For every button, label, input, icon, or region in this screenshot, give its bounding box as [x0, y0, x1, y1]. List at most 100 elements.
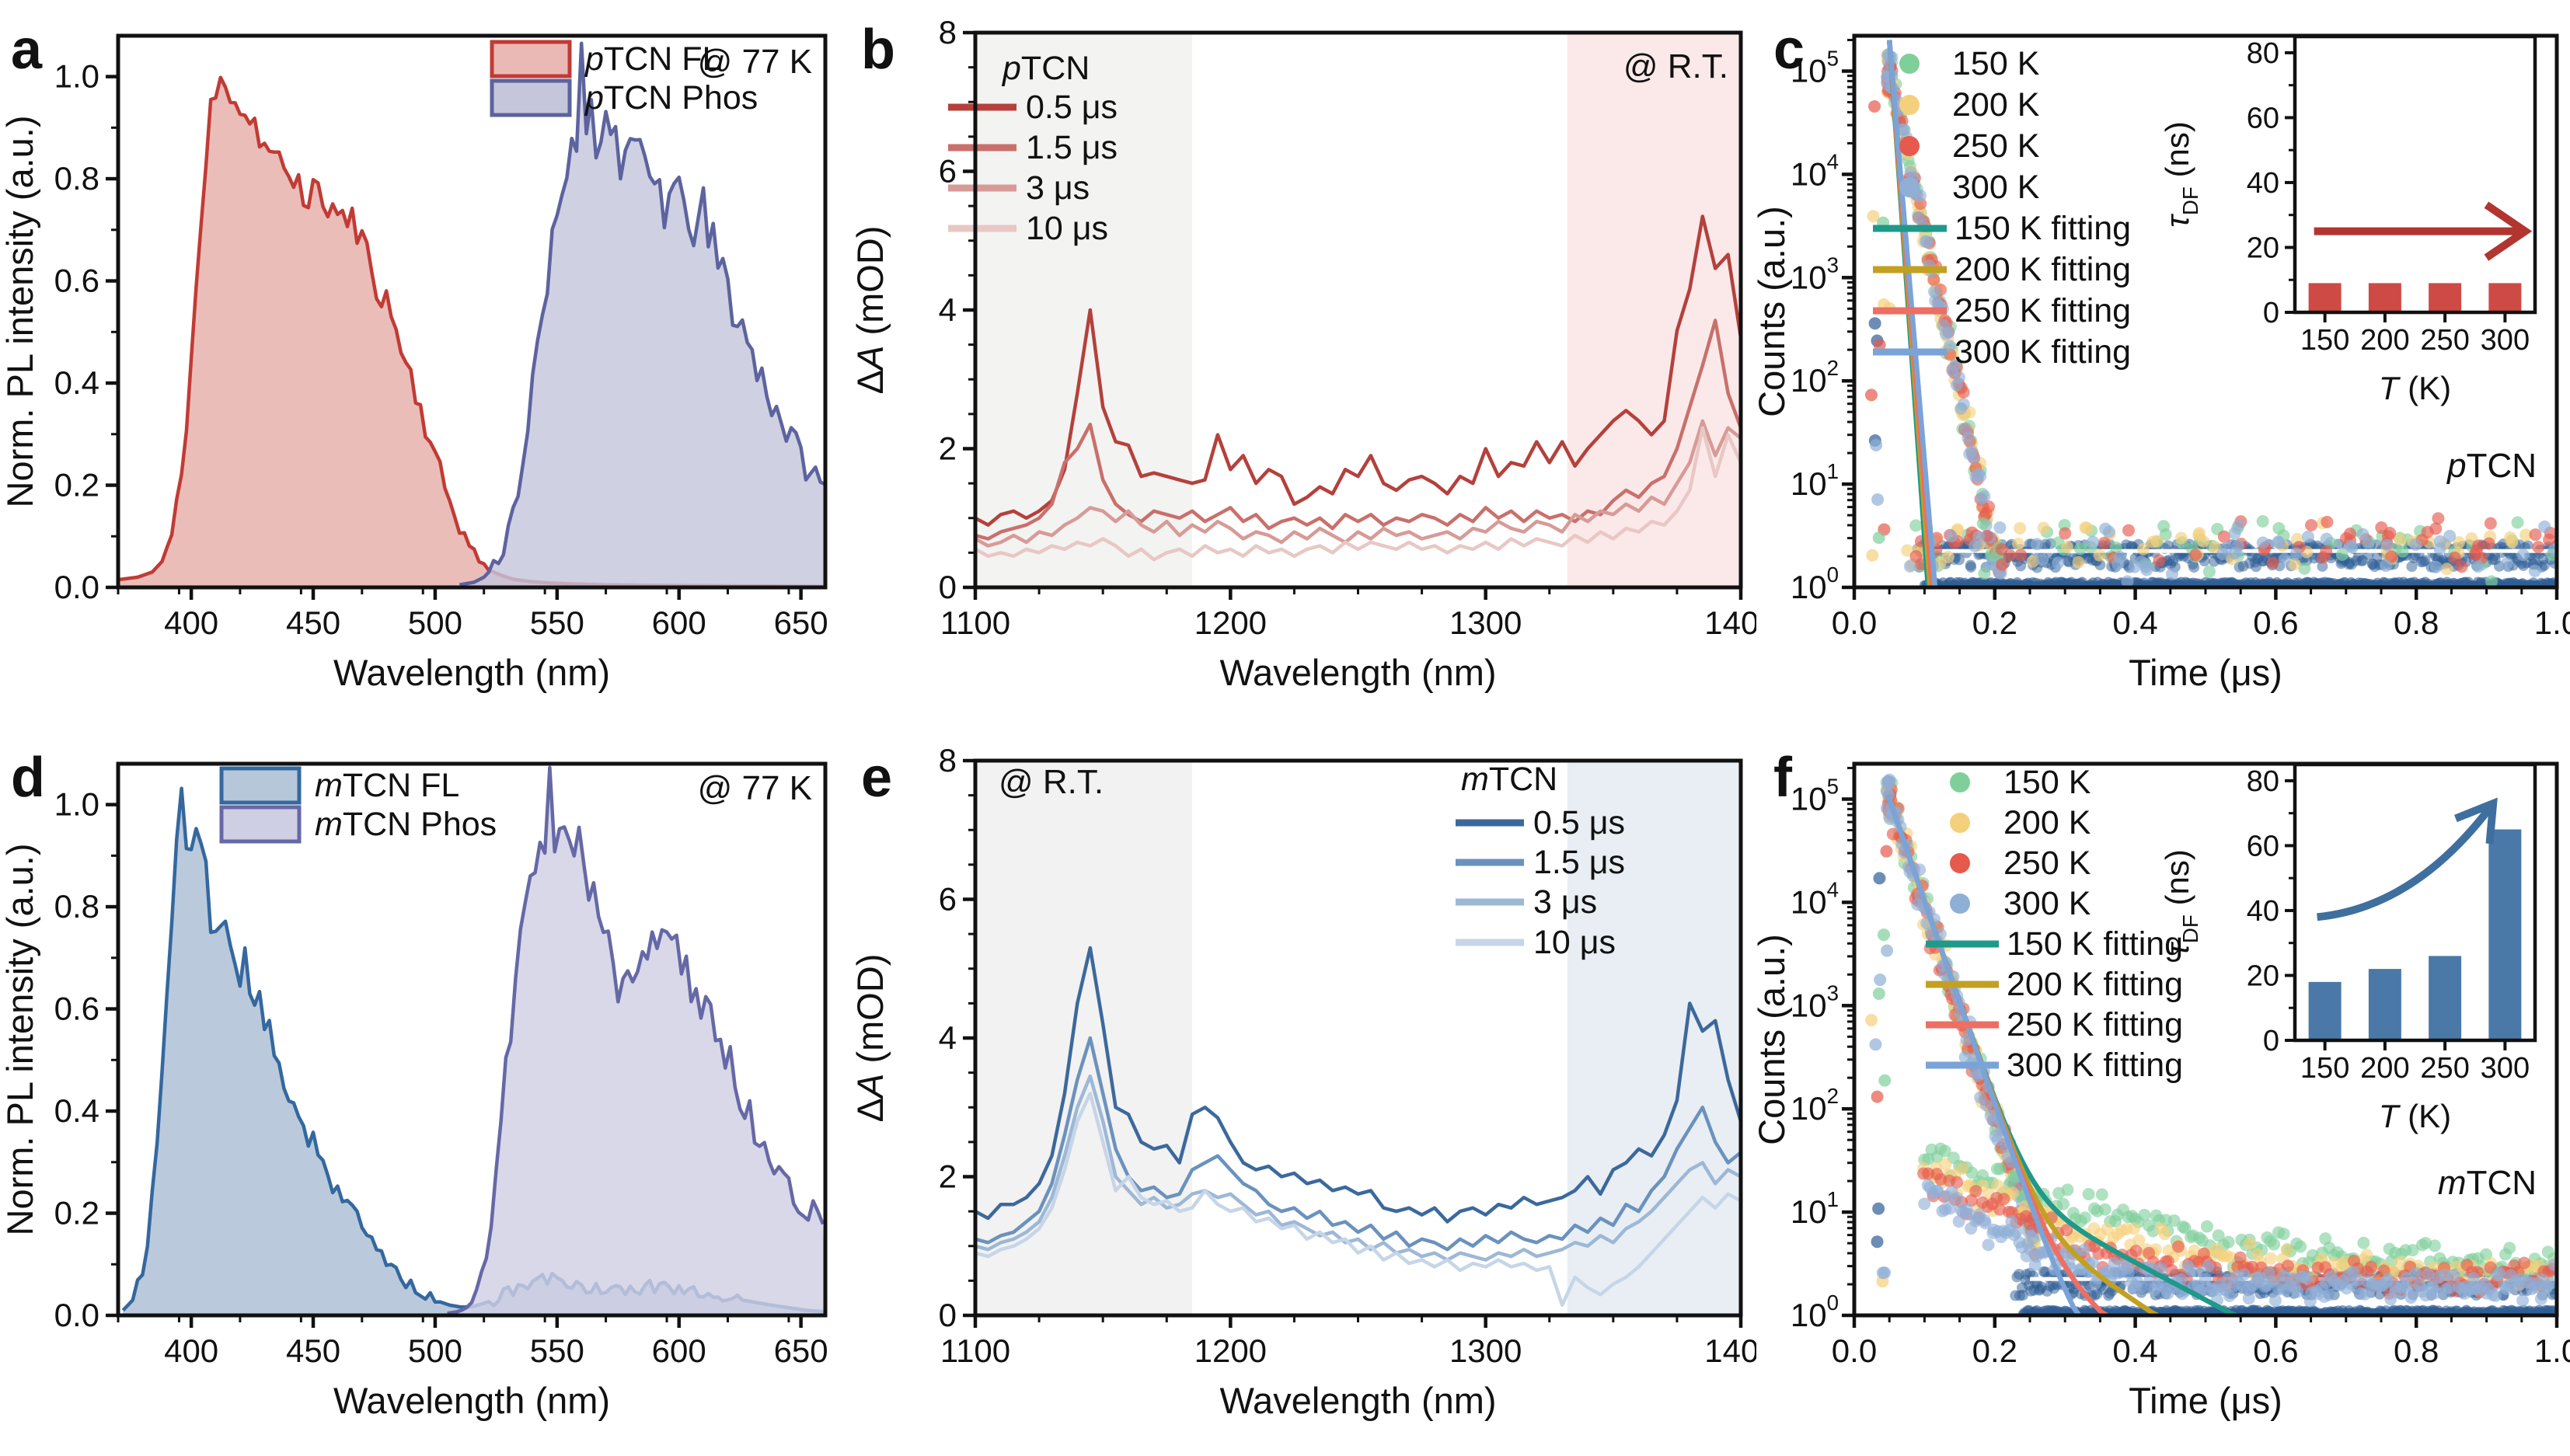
- svg-text:200 K: 200 K: [2003, 804, 2091, 841]
- inset-bar-chart: 0 20 40 60 80 150 200 250 300 T (K) τDF (ns): [2159, 33, 2538, 406]
- svg-text:101: 101: [1791, 1187, 1839, 1230]
- ta-curve-3-μs: [974, 419, 1742, 548]
- series-ptcn-phos: [459, 43, 825, 588]
- svg-text:0.2: 0.2: [54, 1195, 99, 1231]
- svg-text:1.5 μs: 1.5 μs: [1533, 844, 1625, 881]
- svg-text:0: 0: [2263, 297, 2279, 329]
- svg-text:102: 102: [1791, 356, 1839, 399]
- svg-text:1.0: 1.0: [54, 58, 99, 95]
- svg-text:1.5 μs: 1.5 μs: [1026, 129, 1118, 166]
- svg-text:500: 500: [408, 1332, 462, 1369]
- svg-text:1400: 1400: [1704, 1332, 1756, 1369]
- svg-text:0.6: 0.6: [54, 991, 99, 1027]
- arrow-curve: [2317, 801, 2497, 921]
- svg-text:0.2: 0.2: [1972, 1332, 2017, 1369]
- svg-text:60: 60: [2247, 102, 2279, 134]
- svg-text:250 K fitting: 250 K fitting: [1955, 292, 2131, 329]
- legend-dot: [1950, 813, 1970, 833]
- series-mtcn-phos: [447, 767, 825, 1315]
- svg-text:40: 40: [2247, 167, 2279, 200]
- svg-text:3 μs: 3 μs: [1026, 169, 1090, 207]
- ta-curve-0.5-μs: [974, 946, 1743, 1224]
- legend-dot: [1950, 853, 1970, 873]
- svg-text:100: 100: [1791, 563, 1839, 605]
- svg-text:f: f: [1773, 747, 1793, 809]
- svg-text:40: 40: [2247, 895, 2279, 928]
- svg-text:300: 300: [2481, 1052, 2530, 1085]
- svg-text:105: 105: [1791, 47, 1839, 89]
- svg-text:400: 400: [164, 604, 218, 641]
- inset-bar: [2429, 283, 2462, 312]
- svg-text:104: 104: [1791, 149, 1839, 192]
- svg-text:mTCN: mTCN: [2438, 1164, 2537, 1202]
- svg-text:200 K fitting: 200 K fitting: [1955, 251, 2131, 288]
- svg-text:3 μs: 3 μs: [1533, 883, 1597, 921]
- inset-bar: [2488, 283, 2522, 312]
- svg-text:80: 80: [2247, 765, 2279, 798]
- highlight-band: [1567, 33, 1741, 587]
- legend-dot: [1950, 893, 1970, 914]
- svg-text:mTCN FL: mTCN FL: [315, 767, 459, 804]
- svg-text:60: 60: [2247, 830, 2279, 862]
- svg-text:pTCN Phos: pTCN Phos: [584, 79, 758, 117]
- svg-text:10 μs: 10 μs: [1026, 210, 1108, 247]
- svg-text:b: b: [861, 19, 895, 81]
- decay-scatter: [1864, 40, 2557, 587]
- ta-curve-1.5-μs: [975, 1036, 1742, 1252]
- svg-text:0.6: 0.6: [54, 263, 99, 299]
- legend-swatch: [219, 805, 302, 844]
- svg-text:250: 250: [2420, 1052, 2469, 1085]
- svg-text:1.0: 1.0: [54, 786, 99, 823]
- svg-text:@ 77 K: @ 77 K: [698, 769, 812, 807]
- svg-text:1300: 1300: [1449, 604, 1522, 641]
- svg-text:250 K fitting: 250 K fitting: [2007, 1006, 2183, 1043]
- svg-text:0.2: 0.2: [54, 467, 99, 503]
- svg-text:1100: 1100: [940, 604, 1010, 641]
- svg-text:c: c: [1773, 19, 1805, 81]
- svg-text:T (K): T (K): [2379, 370, 2451, 406]
- inset-bar-chart: 0 20 40 60 80 150 200 250 300 T (K) τDF (ns): [2159, 761, 2538, 1134]
- svg-text:650: 650: [774, 1332, 828, 1369]
- svg-text:103: 103: [1791, 981, 1839, 1023]
- svg-text:20: 20: [2247, 960, 2279, 992]
- svg-text:τDF (ns): τDF (ns): [2159, 121, 2202, 228]
- svg-text:80: 80: [2247, 37, 2279, 70]
- svg-text:600: 600: [652, 604, 706, 641]
- svg-text:200: 200: [2360, 324, 2409, 357]
- svg-text:20: 20: [2247, 232, 2279, 264]
- svg-text:105: 105: [1791, 775, 1839, 817]
- inset-bar: [2488, 829, 2522, 1040]
- svg-text:pTCN FL: pTCN FL: [584, 40, 720, 78]
- inset-bar: [2368, 283, 2401, 312]
- svg-text:Counts (a.u.): Counts (a.u.): [1756, 206, 1792, 417]
- svg-text:450: 450: [286, 604, 340, 641]
- svg-text:0.0: 0.0: [1832, 604, 1877, 641]
- svg-text:T (K): T (K): [2379, 1098, 2451, 1134]
- svg-text:100: 100: [1791, 1291, 1839, 1333]
- svg-text:1300: 1300: [1449, 1332, 1522, 1369]
- svg-text:0.0: 0.0: [1832, 1332, 1877, 1369]
- svg-text:600: 600: [652, 1332, 706, 1369]
- svg-text:2: 2: [939, 1158, 957, 1195]
- highlight-band: [975, 33, 1193, 587]
- svg-text:0.8: 0.8: [54, 888, 99, 925]
- legend-swatch: [490, 78, 572, 117]
- svg-text:300: 300: [2481, 324, 2530, 357]
- svg-text:pTCN: pTCN: [2446, 447, 2537, 485]
- svg-text:0.0: 0.0: [54, 569, 99, 605]
- svg-text:@ 77 K: @ 77 K: [698, 43, 812, 81]
- svg-text:d: d: [11, 747, 45, 809]
- svg-text:150: 150: [2300, 324, 2349, 357]
- svg-text:400: 400: [164, 1332, 218, 1369]
- legend-dot: [1950, 772, 1970, 792]
- inset-bar: [2308, 981, 2342, 1040]
